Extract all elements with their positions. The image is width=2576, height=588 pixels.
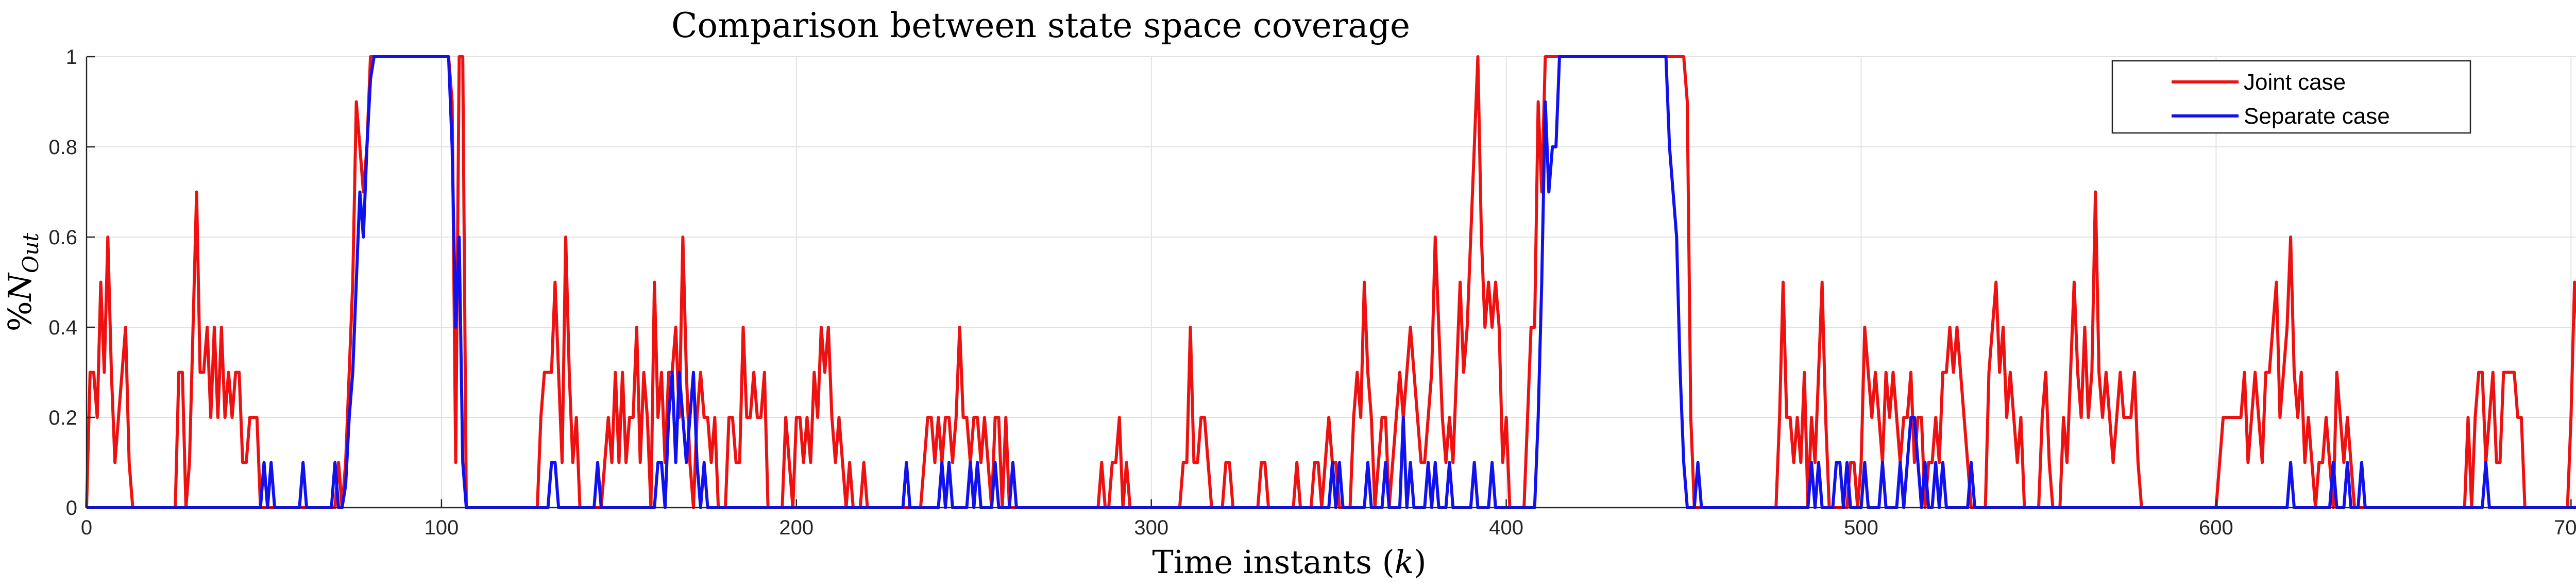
chart-title: Comparison between state space coverage (671, 6, 1410, 45)
y-axis-label: %NOut (1, 233, 43, 332)
y-tick-label: 0.6 (48, 226, 77, 249)
y-tick-label: 1 (66, 46, 77, 69)
x-tick-label: 600 (2199, 516, 2233, 539)
x-tick-label: 100 (425, 516, 459, 539)
tick-labels: 0 100 200 300 400 500 600 700 0 0.2 0.4 0.6 0.8 1 (48, 46, 2576, 539)
y-tick-label: 0 (66, 497, 77, 519)
y-tick-label: 0.2 (48, 407, 77, 429)
legend-label-joint: Joint case (2244, 70, 2346, 95)
grid (87, 56, 2576, 508)
x-tick-label: 700 (2554, 516, 2576, 539)
x-axis-label-text: Time instants (k) (1152, 543, 1426, 581)
legend: Joint case Separate case (2111, 60, 2471, 134)
x-tick-label: 500 (1844, 516, 1878, 539)
x-tick-label: 300 (1134, 516, 1168, 539)
legend-label-separate: Separate case (2244, 104, 2390, 129)
x-tick-label: 400 (1489, 516, 1523, 539)
y-tick-label: 0.4 (48, 316, 77, 339)
y-tick-label: 0.8 (48, 136, 77, 159)
legend-box (2111, 60, 2471, 134)
x-tick-label: 200 (779, 516, 814, 539)
x-axis-label: Time instants (k) (1152, 543, 1426, 581)
x-tick-label: 0 (81, 516, 92, 539)
y-axis-label-text: %NOut (1, 233, 43, 332)
